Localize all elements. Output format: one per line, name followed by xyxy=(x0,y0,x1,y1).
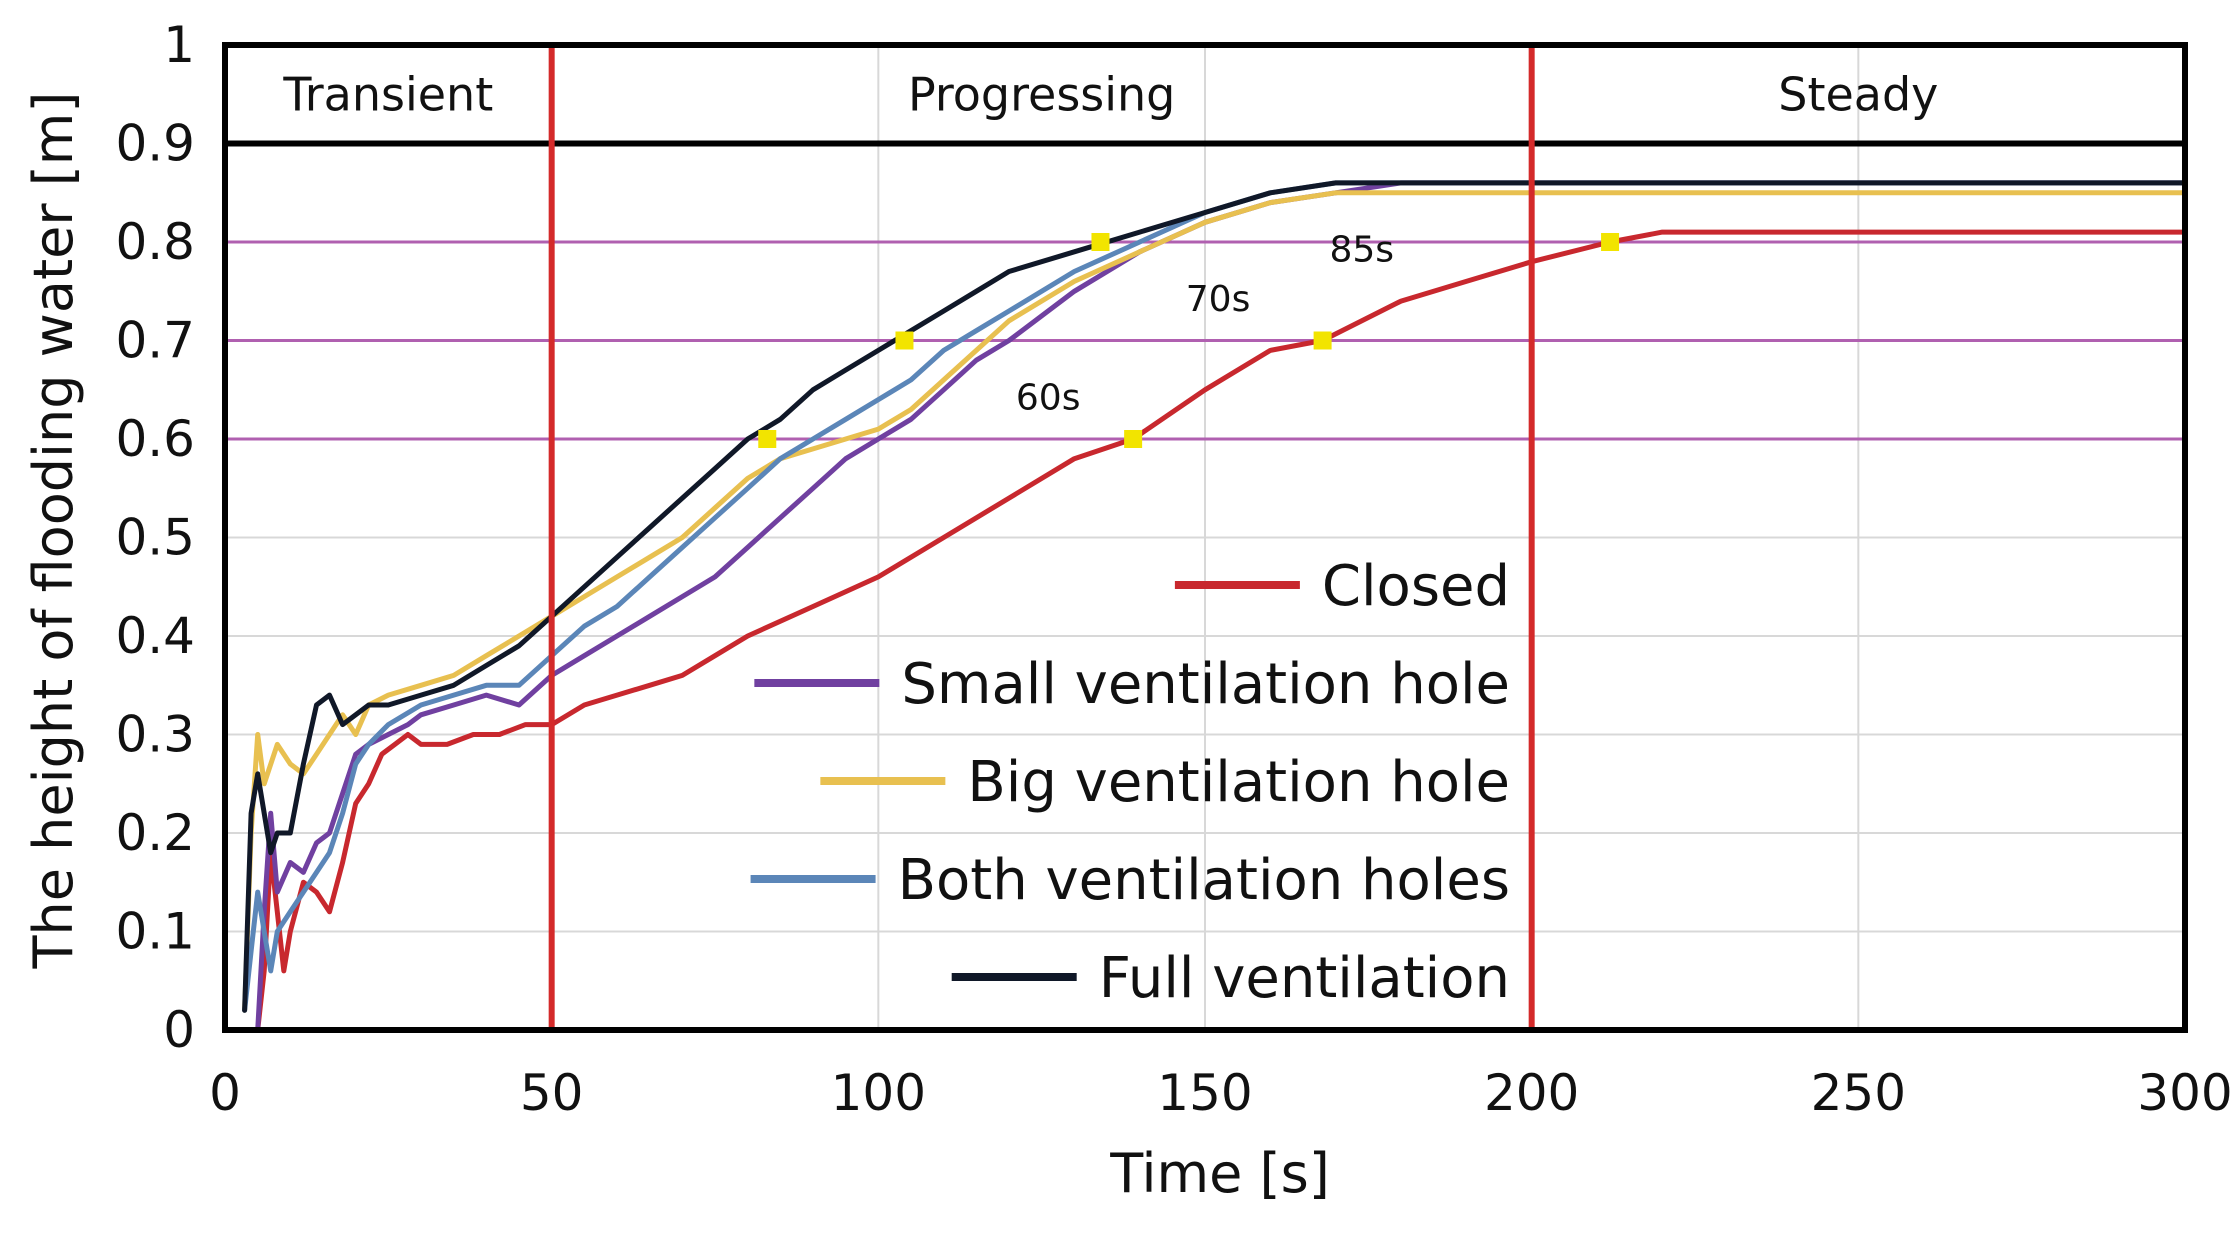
annotations: 60s 70s 85s xyxy=(1016,230,1394,419)
annotation-label: 70s xyxy=(1186,279,1251,320)
series-line-small-ventilation-hole xyxy=(255,180,2188,1033)
annotation-label: 60s xyxy=(1016,377,1081,418)
y-tick-label: 0.2 xyxy=(115,804,195,862)
x-tick-label: 200 xyxy=(1484,1064,1579,1122)
y-tick-label: 0.1 xyxy=(115,903,195,961)
y-tick-label: 0.8 xyxy=(115,213,195,271)
phase-label: Transient xyxy=(282,67,493,121)
y-tick-label: 0 xyxy=(163,1001,195,1059)
x-tick-label: 150 xyxy=(1157,1064,1252,1122)
x-tick-label: 50 xyxy=(520,1064,584,1122)
legend-label: Closed xyxy=(1322,554,1510,619)
phase-label: Steady xyxy=(1778,67,1938,121)
crossing-marker xyxy=(1313,331,1332,350)
series-line-both-ventilation-holes xyxy=(242,180,2188,1013)
y-tick-label: 0.7 xyxy=(115,312,195,370)
crossing-marker xyxy=(758,430,777,448)
legend-label: Full ventilation xyxy=(1099,946,1510,1011)
phase-label: Progressing xyxy=(908,67,1175,121)
crossing-marker xyxy=(1124,430,1143,448)
crossing-marker xyxy=(1601,233,1620,251)
x-tick-label: 100 xyxy=(831,1064,926,1122)
y-axis-title: The height of flooding water [m] xyxy=(22,92,85,970)
legend-label: Big ventilation hole xyxy=(967,750,1510,815)
series-line-closed xyxy=(255,229,2188,1033)
x-tick-label: 250 xyxy=(1811,1064,1906,1122)
legend: Closed Small ventilation hole Big ventilat… xyxy=(750,554,1510,1011)
y-tick-label: 0.3 xyxy=(115,706,195,764)
x-tick-label: 300 xyxy=(2137,1064,2232,1122)
plot-border xyxy=(222,42,2188,1033)
phase-layer: Transient Progressing Steady xyxy=(225,45,2185,1030)
plot-frame xyxy=(222,42,2188,1033)
legend-label: Both ventilation holes xyxy=(898,848,1510,913)
y-tick-label: 0.6 xyxy=(115,410,195,468)
crossing-markers xyxy=(758,233,1620,448)
series-layer xyxy=(242,180,2188,1033)
x-axis-title: Time [s] xyxy=(1109,1142,1330,1205)
y-tick-label: 1 xyxy=(163,16,195,74)
y-tick-label: 0.4 xyxy=(115,607,195,665)
x-tick-label: 0 xyxy=(209,1064,241,1122)
tick-labels: 0 50 100 150 200 250 300 0 0.1 0.2 0.3 0.4 0.5 0.6 0.7… xyxy=(115,16,2232,1122)
crossing-marker xyxy=(895,331,914,350)
legend-label: Small ventilation hole xyxy=(901,652,1510,717)
series-line-big-ventilation-hole xyxy=(242,190,2188,1013)
y-tick-label: 0.9 xyxy=(115,115,195,173)
series-line-full-ventilation xyxy=(242,180,2188,1013)
annotation-label: 85s xyxy=(1330,230,1395,271)
crossing-marker xyxy=(1091,233,1110,251)
y-tick-label: 0.5 xyxy=(115,509,195,567)
